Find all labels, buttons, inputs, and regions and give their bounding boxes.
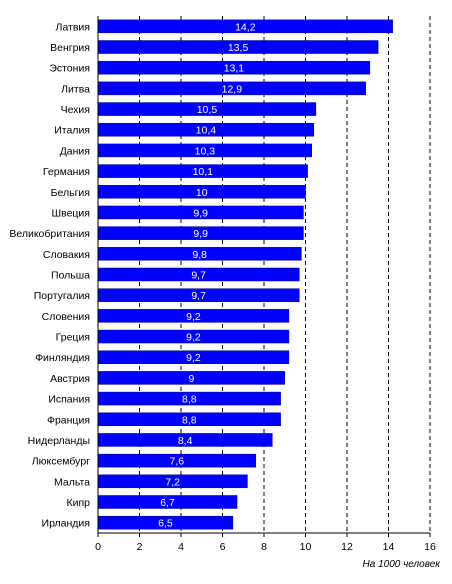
x-tick-label: 0 bbox=[95, 541, 101, 553]
value-label: 8,4 bbox=[178, 435, 193, 447]
x-axis-label: На 1000 человек bbox=[363, 559, 442, 570]
category-label: Польша bbox=[51, 270, 90, 282]
category-label: Ирландия bbox=[42, 518, 90, 530]
value-label: 12,9 bbox=[222, 83, 243, 95]
category-label: Германия bbox=[43, 166, 90, 178]
x-tick-label: 4 bbox=[178, 541, 184, 553]
value-label: 13,1 bbox=[224, 63, 245, 75]
category-label: Чехия bbox=[61, 104, 90, 116]
bars bbox=[97, 19, 393, 530]
value-label: 13,5 bbox=[228, 42, 249, 54]
x-tick-labels: 0 2 4 6 8 10 12 14 16 bbox=[95, 533, 436, 553]
category-label: Кипр bbox=[66, 497, 90, 509]
x-tick-label: 12 bbox=[341, 541, 353, 553]
x-tick-label: 8 bbox=[261, 541, 267, 553]
category-label: Словения bbox=[42, 311, 90, 323]
value-label: 9,7 bbox=[191, 290, 206, 302]
category-label: Латвия bbox=[56, 21, 90, 33]
value-label: 8,8 bbox=[182, 394, 197, 406]
category-label: Португалия bbox=[34, 290, 90, 302]
category-label: Финляндия bbox=[35, 352, 90, 364]
category-label: Венгрия bbox=[50, 42, 90, 54]
value-label: 10,5 bbox=[197, 104, 218, 116]
value-label: 10 bbox=[196, 187, 208, 199]
category-label: Швеция bbox=[52, 207, 91, 219]
category-label: Мальта bbox=[54, 476, 90, 488]
category-label: Франция bbox=[47, 414, 90, 426]
category-label: Люксембург bbox=[32, 456, 90, 468]
x-tick-label: 6 bbox=[220, 541, 226, 553]
value-label: 9,9 bbox=[193, 228, 208, 240]
value-labels: 14,2 13,5 13,1 12,9 10,5 10,4 10,3 10,1 10 9,9 9,9… bbox=[158, 21, 256, 529]
category-label: Италия bbox=[54, 125, 90, 137]
value-label: 10,3 bbox=[195, 145, 216, 157]
category-label: Нидерланды bbox=[28, 435, 90, 447]
x-tick-label: 10 bbox=[300, 541, 312, 553]
value-label: 9,2 bbox=[186, 311, 201, 323]
x-tick-label: 16 bbox=[424, 541, 436, 553]
category-label: Австрия bbox=[50, 373, 90, 385]
value-label: 9,9 bbox=[193, 207, 208, 219]
value-label: 7,2 bbox=[165, 476, 180, 488]
value-label: 6,5 bbox=[158, 518, 173, 530]
value-label: 14,2 bbox=[235, 21, 256, 33]
value-label: 7,6 bbox=[170, 456, 185, 468]
x-tick-label: 2 bbox=[137, 541, 143, 553]
category-label: Словакия bbox=[43, 249, 90, 261]
category-label: Испания bbox=[48, 394, 90, 406]
category-label: Великобритания bbox=[9, 228, 90, 240]
value-label: 9,7 bbox=[191, 270, 206, 282]
gridlines bbox=[139, 16, 431, 533]
category-label: Литва bbox=[61, 83, 90, 95]
value-label: 6,7 bbox=[160, 497, 175, 509]
value-label: 9,8 bbox=[192, 249, 207, 261]
value-label: 10,4 bbox=[196, 125, 217, 137]
category-label: Греция bbox=[56, 332, 90, 344]
category-label: Дания bbox=[60, 145, 90, 157]
category-label: Бельгия bbox=[51, 187, 90, 199]
value-label: 9,2 bbox=[186, 332, 201, 344]
category-label: Эстония bbox=[49, 63, 90, 75]
value-label: 9,2 bbox=[186, 352, 201, 364]
category-labels: Латвия Венгрия Эстония Литва Чехия Италия Дани… bbox=[9, 21, 90, 529]
value-label: 10,1 bbox=[193, 166, 214, 178]
value-label: 9 bbox=[188, 373, 194, 385]
value-label: 8,8 bbox=[182, 414, 197, 426]
x-tick-label: 14 bbox=[383, 541, 395, 553]
